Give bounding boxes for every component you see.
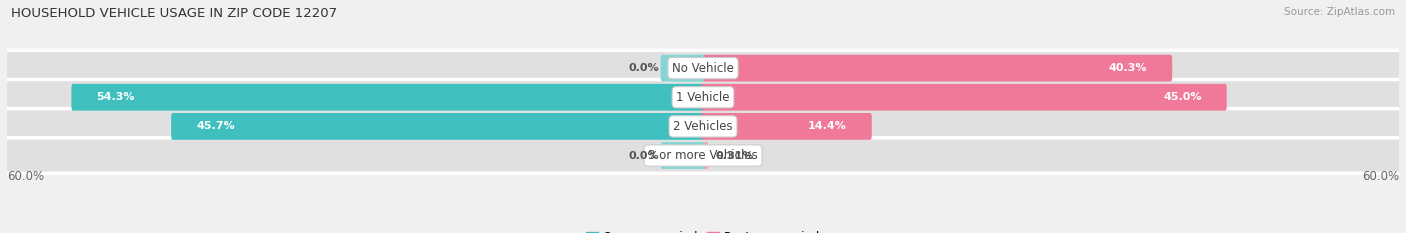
FancyBboxPatch shape bbox=[702, 113, 872, 140]
Text: 54.3%: 54.3% bbox=[97, 92, 135, 102]
FancyBboxPatch shape bbox=[702, 142, 709, 169]
FancyBboxPatch shape bbox=[4, 109, 1402, 144]
Text: 60.0%: 60.0% bbox=[7, 170, 44, 183]
FancyBboxPatch shape bbox=[172, 113, 704, 140]
FancyBboxPatch shape bbox=[4, 138, 1402, 173]
Text: HOUSEHOLD VEHICLE USAGE IN ZIP CODE 12207: HOUSEHOLD VEHICLE USAGE IN ZIP CODE 1220… bbox=[11, 7, 337, 20]
Text: 45.0%: 45.0% bbox=[1163, 92, 1202, 102]
FancyBboxPatch shape bbox=[702, 84, 1226, 111]
FancyBboxPatch shape bbox=[702, 55, 1173, 82]
Legend: Owner-occupied, Renter-occupied: Owner-occupied, Renter-occupied bbox=[581, 226, 825, 233]
Text: 45.7%: 45.7% bbox=[195, 121, 235, 131]
Text: 60.0%: 60.0% bbox=[1362, 170, 1399, 183]
FancyBboxPatch shape bbox=[661, 55, 704, 82]
Text: 2 Vehicles: 2 Vehicles bbox=[673, 120, 733, 133]
FancyBboxPatch shape bbox=[4, 79, 1402, 115]
Text: 40.3%: 40.3% bbox=[1109, 63, 1147, 73]
FancyBboxPatch shape bbox=[661, 142, 704, 169]
Text: 0.0%: 0.0% bbox=[628, 63, 659, 73]
Text: Source: ZipAtlas.com: Source: ZipAtlas.com bbox=[1284, 7, 1395, 17]
Text: 0.31%: 0.31% bbox=[716, 151, 754, 161]
Text: No Vehicle: No Vehicle bbox=[672, 62, 734, 75]
FancyBboxPatch shape bbox=[72, 84, 704, 111]
Text: 14.4%: 14.4% bbox=[808, 121, 846, 131]
FancyBboxPatch shape bbox=[4, 50, 1402, 86]
Text: 3 or more Vehicles: 3 or more Vehicles bbox=[648, 149, 758, 162]
Text: 0.0%: 0.0% bbox=[628, 151, 659, 161]
Text: 1 Vehicle: 1 Vehicle bbox=[676, 91, 730, 104]
